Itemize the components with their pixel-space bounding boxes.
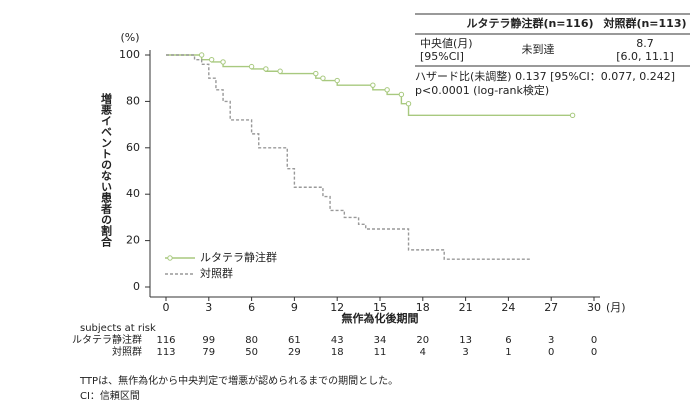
table-row-label: [95%CI] [420,50,464,63]
censor-marker [248,63,255,70]
risk-row-label: ルタテラ静注群 [72,333,142,346]
censor-marker [198,52,205,58]
x-tick-label: 30 [587,301,601,314]
x-tick-label: 12 [330,301,344,314]
risk-count: 3 [462,347,468,358]
x-tick-label: 24 [501,301,515,314]
risk-row-label: 対照群 [112,345,142,358]
annotation: p<0.0001 (log-rank検定) [415,83,549,97]
footnote: TTPは、無作為化から中央判定で増悪が認められるまでの期間とした。 [79,374,398,387]
table-header: ルタテラ静注群(n=116) [466,16,593,30]
risk-count: 61 [288,335,301,346]
x-tick-label: 21 [459,301,473,314]
censor-marker [569,112,576,119]
risk-count: 0 [591,335,597,346]
censor-marker [398,91,405,98]
risk-count: 79 [202,347,215,358]
legend-marker [167,255,173,261]
risk-count: 3 [548,335,554,346]
annotation: ハザード比(未調整) 0.137 [95%CI：0.077, 0.242] [415,69,675,83]
risk-count: 80 [245,335,258,346]
x-tick-label: 3 [205,301,212,314]
x-unit: (月) [606,301,626,314]
x-axis-label: 無作為化後期間 [342,311,419,325]
table-cell: 8.7 [636,37,654,50]
table-header: 対照群(n=113) [602,16,686,30]
censor-marker [334,77,340,84]
censor-marker [208,56,215,63]
y-unit: (%) [120,31,139,44]
x-tick-label: 27 [544,301,558,314]
risk-count: 116 [156,335,175,346]
risk-count: 34 [374,335,387,346]
table-cell: [6.0, 11.1] [616,50,674,63]
y-tick-label: 20 [126,234,140,247]
censor-marker [277,68,283,74]
risk-count: 4 [420,347,426,358]
risk-count: 113 [156,347,175,358]
y-tick-label: 60 [126,141,140,154]
risk-count: 0 [591,347,597,358]
censor-marker [263,66,269,72]
risk-count: 0 [548,347,554,358]
risk-count: 43 [331,335,344,346]
footnote: CI：信頼区間 [80,390,140,402]
x-tick-label: 9 [291,301,298,314]
y-tick-label: 40 [126,187,140,200]
risk-count: 50 [245,347,258,358]
y-axis-label: 増悪イベントのない患者の割合 [100,92,114,248]
risk-count: 20 [416,335,429,346]
risk-count: 29 [288,347,301,358]
risk-count: 1 [505,347,511,358]
x-tick-label: 0 [163,301,170,314]
table-row-label: 中央値(月) [420,37,473,50]
risk-title: subjects at risk [80,323,156,334]
risk-count: 18 [331,347,344,358]
x-tick-label: 6 [248,301,255,314]
table-cell: 未到達 [522,43,555,56]
censor-marker [320,75,326,81]
risk-count: 11 [374,347,387,358]
x-tick-label: 15 [373,301,387,314]
censor-marker [220,59,226,65]
x-tick-label: 18 [416,301,430,314]
risk-count: 99 [202,335,215,346]
censor-marker [405,101,412,107]
censor-marker [384,87,390,93]
risk-count: 6 [505,335,511,346]
y-tick-label: 0 [133,280,140,293]
y-tick-label: 80 [126,94,140,107]
censor-marker [313,70,319,77]
y-tick-label: 100 [119,48,140,61]
legend-label: ルタテラ静注群 [200,250,277,264]
censor-marker [370,82,376,88]
legend-label: 対照群 [200,266,233,280]
risk-count: 13 [459,335,472,346]
